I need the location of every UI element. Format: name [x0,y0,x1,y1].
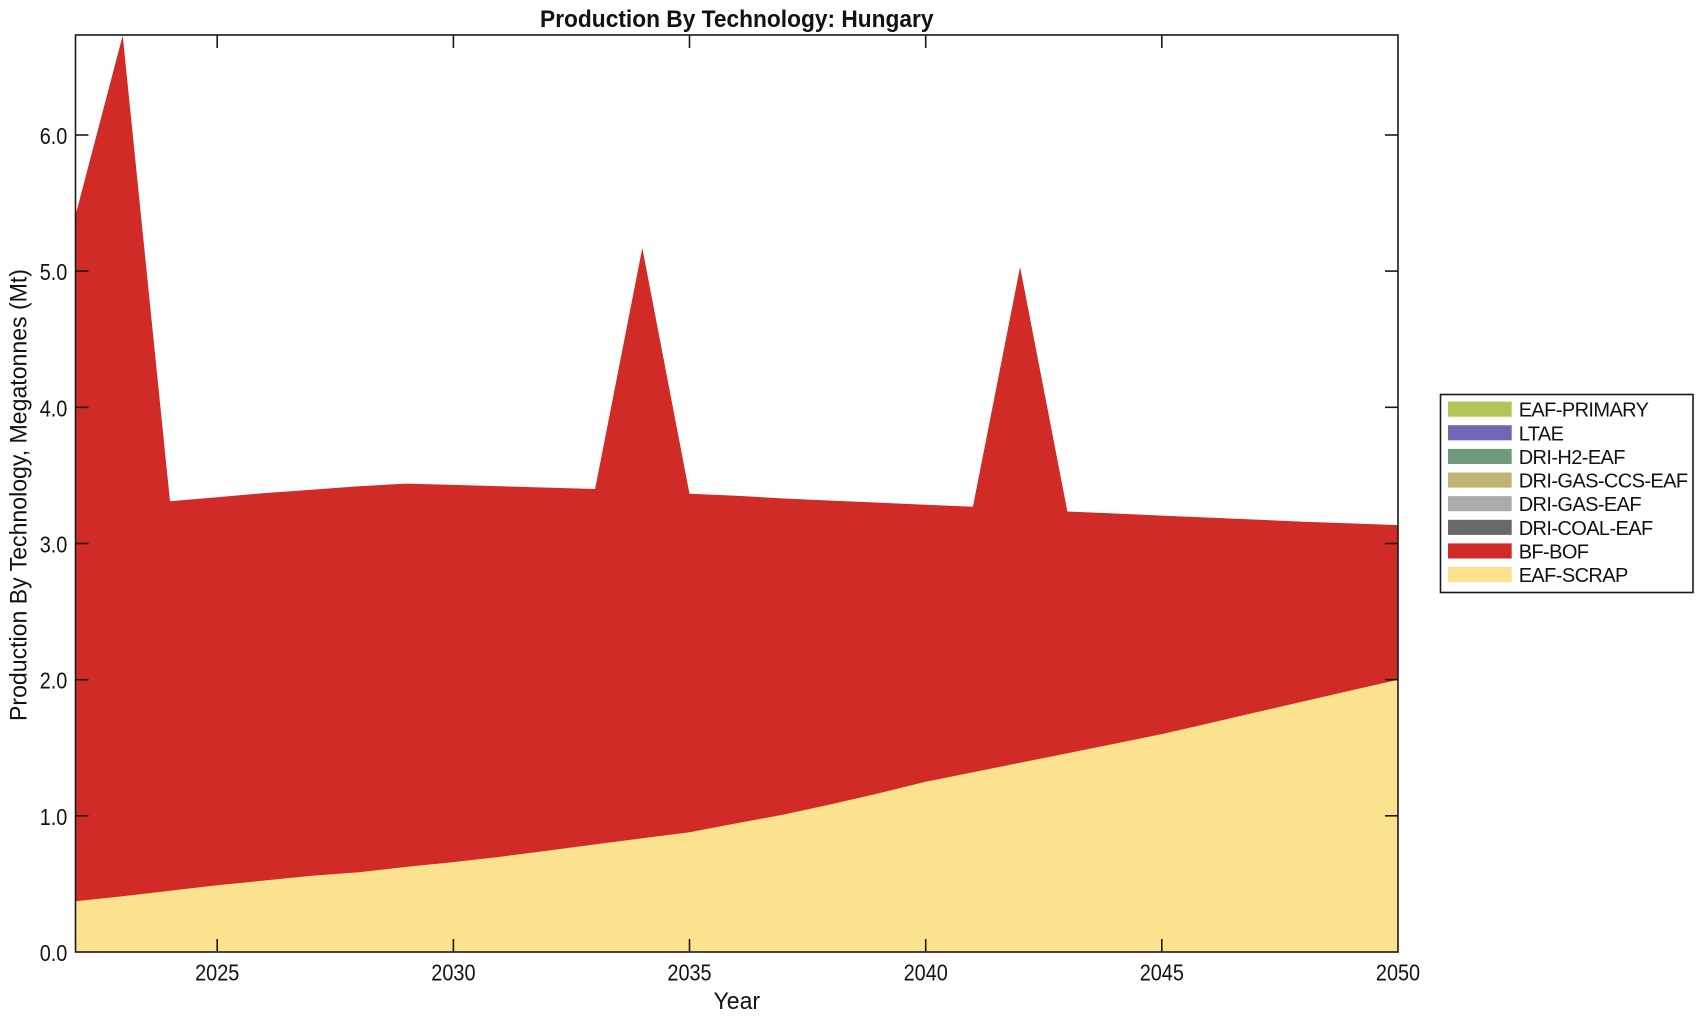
svg-text:Production By Technology: Hung: Production By Technology: Hungary [540,6,934,33]
svg-text:2025: 2025 [195,960,239,986]
svg-text:EAF-PRIMARY: EAF-PRIMARY [1519,400,1649,422]
svg-text:BF-BOF: BF-BOF [1519,542,1589,564]
svg-text:3.0: 3.0 [40,532,68,558]
svg-text:Year: Year [714,988,761,1015]
svg-text:2.0: 2.0 [40,668,68,694]
svg-text:DRI-GAS-EAF: DRI-GAS-EAF [1519,494,1642,516]
svg-text:1.0: 1.0 [40,804,68,830]
svg-text:0.0: 0.0 [40,940,68,966]
svg-text:2035: 2035 [667,960,711,986]
svg-text:DRI-H2-EAF: DRI-H2-EAF [1519,447,1626,469]
svg-text:6.0: 6.0 [40,123,68,149]
svg-text:EAF-SCRAP: EAF-SCRAP [1519,565,1628,587]
svg-text:2045: 2045 [1140,960,1184,986]
svg-text:4.0: 4.0 [40,395,68,421]
svg-text:DRI-COAL-EAF: DRI-COAL-EAF [1519,518,1653,540]
svg-text:DRI-GAS-CCS-EAF: DRI-GAS-CCS-EAF [1519,471,1688,493]
svg-text:5.0: 5.0 [40,259,68,285]
svg-text:2030: 2030 [431,960,475,986]
svg-text:2050: 2050 [1376,960,1420,986]
svg-text:Production By Technology, Mega: Production By Technology, Megatonnes (Mt… [6,269,33,721]
svg-text:LTAE: LTAE [1519,423,1564,445]
svg-text:2040: 2040 [904,960,948,986]
